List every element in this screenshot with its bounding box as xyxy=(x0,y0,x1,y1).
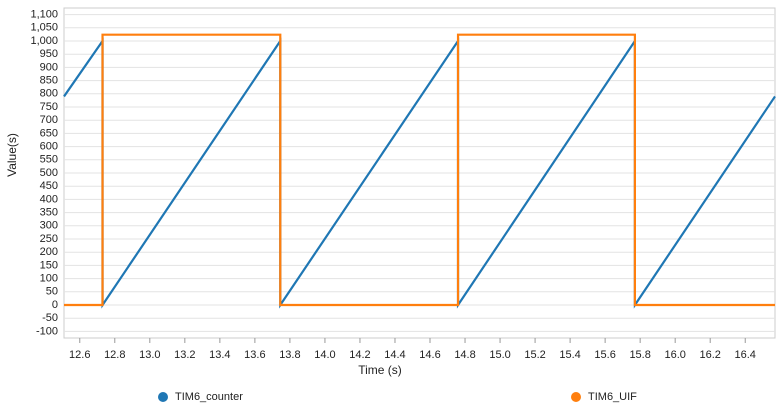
x-tick-label: 15.0 xyxy=(489,349,510,361)
y-tick-label: 350 xyxy=(40,207,58,219)
x-tick-label: 15.8 xyxy=(629,349,650,361)
x-tick-label: 15.2 xyxy=(524,349,545,361)
series-line xyxy=(64,33,775,307)
legend-label: TIM6_counter xyxy=(175,391,243,403)
y-tick-label: 1,000 xyxy=(30,35,58,47)
y-tick-label: 600 xyxy=(40,141,58,153)
x-tick-label: 16.0 xyxy=(664,349,685,361)
y-tick-label: 50 xyxy=(46,286,58,298)
y-tick-label: 800 xyxy=(40,88,58,100)
legend-label: TIM6_UIF xyxy=(588,391,637,403)
y-tick-label: 100 xyxy=(40,273,58,285)
y-tick-label: 0 xyxy=(52,299,58,311)
y-tick-label: 650 xyxy=(40,127,58,139)
x-tick-label: 12.6 xyxy=(69,349,90,361)
x-tick-label: 13.0 xyxy=(139,349,160,361)
y-tick-label: 500 xyxy=(40,167,58,179)
x-tick-label: 14.2 xyxy=(349,349,370,361)
x-tick-label: 14.8 xyxy=(454,349,475,361)
x-tick-label: 15.4 xyxy=(559,349,580,361)
y-tick-label: 550 xyxy=(40,154,58,166)
x-tick-label: 14.4 xyxy=(384,349,405,361)
y-tick-label: 300 xyxy=(40,220,58,232)
legend-marker xyxy=(571,392,581,402)
y-axis-label: Value(s) xyxy=(5,133,19,177)
x-tick-label: 13.2 xyxy=(174,349,195,361)
x-tick-label: 16.2 xyxy=(699,349,720,361)
y-tick-label: 700 xyxy=(40,114,58,126)
y-tick-label: 850 xyxy=(40,75,58,87)
x-tick-label: 16.4 xyxy=(735,349,756,361)
x-tick-label: 15.6 xyxy=(594,349,615,361)
y-tick-label: 250 xyxy=(40,233,58,245)
y-tick-label: 750 xyxy=(40,101,58,113)
x-tick-label: 13.6 xyxy=(244,349,265,361)
x-axis-label: Time (s) xyxy=(358,363,402,377)
y-tick-label: 1,050 xyxy=(30,22,58,34)
x-tick-label: 14.0 xyxy=(314,349,335,361)
legend-marker xyxy=(158,392,168,402)
y-tick-label: 1,100 xyxy=(30,9,58,21)
y-tick-label: 900 xyxy=(40,61,58,73)
y-tick-label: 150 xyxy=(40,259,58,271)
y-tick-label: 450 xyxy=(40,180,58,192)
x-tick-label: 13.8 xyxy=(279,349,300,361)
y-tick-label: 950 xyxy=(40,48,58,60)
x-tick-label: 14.6 xyxy=(419,349,440,361)
y-tick-label: 200 xyxy=(40,246,58,258)
x-tick-label: 12.8 xyxy=(104,349,125,361)
y-tick-label: -100 xyxy=(36,325,58,337)
y-tick-label: -50 xyxy=(42,312,58,324)
x-tick-label: 13.4 xyxy=(209,349,230,361)
y-tick-label: 400 xyxy=(40,193,58,205)
